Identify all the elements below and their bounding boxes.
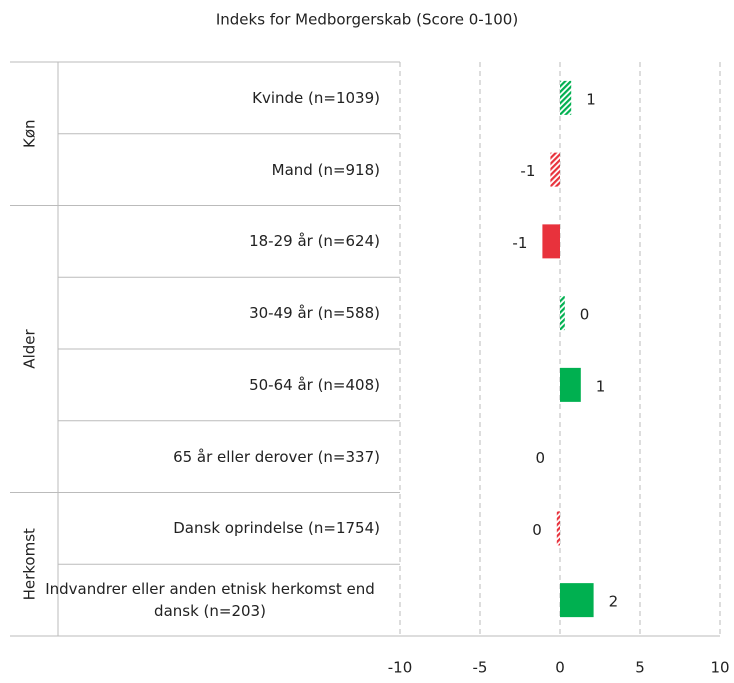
category-label-wrap: 30-49 år (n=588) [40,277,380,349]
group-label: Alder [21,329,39,369]
category-label: Indvandrer eller anden etnisk herkomst e… [45,580,375,621]
category-label-wrap: Indvandrer eller anden etnisk herkomst e… [40,564,380,636]
bar [560,296,565,331]
bar [560,80,572,115]
value-label: 0 [580,306,590,324]
value-label: -1 [520,162,535,180]
x-tick-label: 10 [710,659,729,677]
category-label: 18-29 år (n=624) [249,232,380,251]
category-label-box: Kvinde (n=1039) [40,62,380,134]
category-label-wrap: 18-29 år (n=624) [40,206,380,278]
category-label-box: 50-64 år (n=408) [40,349,380,421]
category-label-box: Mand (n=918) [40,134,380,206]
category-label-wrap: 50-64 år (n=408) [40,349,380,421]
value-label: 0 [532,521,542,539]
category-label-wrap: 65 år eller derover (n=337) [40,421,380,493]
value-label: 2 [609,593,619,611]
x-tick-label: -10 [388,659,413,677]
bar [560,367,581,402]
bar [550,152,560,187]
category-label: 50-64 år (n=408) [249,375,380,394]
x-tick-label: -5 [473,659,488,677]
category-label-wrap: Mand (n=918) [40,134,380,206]
category-label-box: 65 år eller derover (n=337) [40,421,380,493]
bar [560,583,594,618]
category-label-wrap: Kvinde (n=1039) [40,62,380,134]
x-tick-label: 0 [555,659,565,677]
bar [542,224,560,259]
x-tick-label: 5 [635,659,645,677]
group-label: Køn [21,119,39,148]
category-label-box: Indvandrer eller anden etnisk herkomst e… [40,564,380,636]
chart-title: Indeks for Medborgerskab (Score 0-100) [216,11,518,29]
category-label-wrap: Dansk oprindelse (n=1754) [40,493,380,565]
value-label: 1 [586,90,596,108]
bar [556,511,560,546]
value-label: 1 [596,377,606,395]
category-label-box: 18-29 år (n=624) [40,206,380,278]
value-label: 0 [535,449,545,467]
category-label: 65 år eller derover (n=337) [173,447,380,466]
category-label-box: 30-49 år (n=588) [40,277,380,349]
category-label-box: Dansk oprindelse (n=1754) [40,493,380,565]
category-label: 30-49 år (n=588) [249,304,380,323]
category-label: Mand (n=918) [271,160,380,179]
group-label: Herkomst [21,528,39,600]
category-label: Kvinde (n=1039) [252,88,380,107]
category-label: Dansk oprindelse (n=1754) [173,519,380,538]
value-label: -1 [512,234,527,252]
